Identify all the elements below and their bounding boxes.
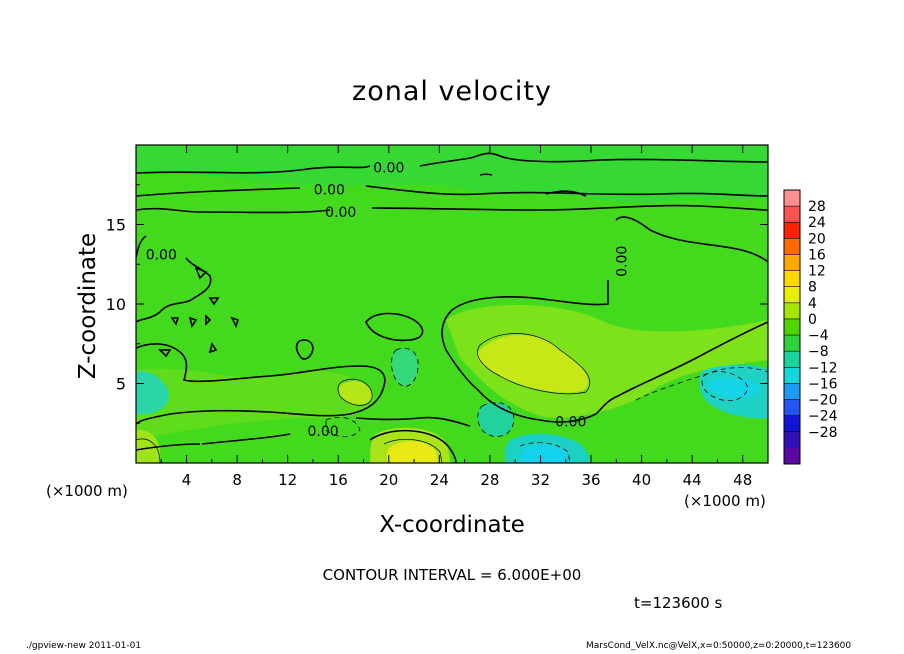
x-tick-label: 12: [278, 471, 297, 489]
x-tick-label: 4: [182, 471, 192, 489]
x-tick-label: 24: [430, 471, 449, 489]
zero-contours: [136, 152, 768, 463]
colorbar-swatch: [784, 286, 800, 304]
colorbar-swatch: [784, 431, 800, 449]
contour-labels: 0.00 0.00 0.00 0.00 0.00 0.00 0.00: [146, 160, 631, 440]
x-tick-label: 20: [379, 471, 398, 489]
positive-contours: [136, 333, 591, 463]
colorbar-swatch: [784, 399, 800, 416]
x-axis-label: X-coordinate: [379, 512, 525, 538]
footer-left: ./gpview-new 2011-01-01: [26, 641, 142, 651]
colorbar-swatch: [784, 190, 800, 207]
colorbar-swatch: [784, 270, 800, 288]
y-tick-label: 10: [106, 295, 126, 314]
x-tick-label: 40: [632, 471, 651, 489]
x-tick-label: 44: [683, 471, 702, 489]
x-tick-label: 16: [329, 471, 348, 489]
colorbar-label: −24: [808, 409, 838, 425]
colorbar-label: −4: [808, 328, 829, 344]
colorbar-swatch: [784, 302, 800, 320]
colorbar-swatch: [784, 222, 800, 239]
colorbar-label: 20: [808, 231, 826, 247]
time-label: t=123600 s: [634, 594, 723, 612]
colorbar-swatch: [784, 447, 800, 465]
colorbar-label: −12: [808, 360, 838, 376]
y-tick-label: 5: [116, 375, 126, 394]
contour-field: [136, 145, 768, 463]
colorbar-label: −20: [808, 393, 838, 409]
x-tick-label: 8: [232, 471, 242, 489]
colorbar-swatch: [784, 318, 800, 336]
contour-label: 0.00: [555, 415, 586, 431]
colorbar-frame: [783, 189, 801, 465]
footer-right: MarsCond_VelX.nc@VelX,x=0:50000,z=0:2000…: [586, 641, 852, 651]
colorbar-swatch: [784, 238, 800, 255]
colorbar-swatch: [784, 206, 800, 223]
colorbar-label: 12: [808, 264, 826, 280]
contour-label: 0.00: [325, 205, 356, 221]
x-tick-label: 32: [531, 471, 550, 489]
colorbar-label: 16: [808, 247, 826, 263]
y-axis: 5 10 15: [106, 184, 768, 424]
colorbar-label: −28: [808, 425, 838, 441]
x-tick-label: 28: [480, 471, 499, 489]
x-tick-label: 36: [581, 471, 600, 489]
colorbar-swatch: [784, 367, 800, 384]
colorbar-label: 8: [808, 280, 817, 296]
contour-interval: CONTOUR INTERVAL = 6.000E+00: [322, 566, 582, 584]
colorbar-swatch: [784, 335, 800, 352]
x-unit-label-right: (×1000 m): [684, 492, 766, 510]
contour-label: 0.00: [314, 183, 345, 199]
colorbar-swatch: [784, 351, 800, 368]
y-axis-label: Z-coordinate: [75, 232, 101, 380]
contour-label: 0.00: [146, 248, 177, 264]
x-axis: 4 8 12 16 20 24 28 32 36 40 44 48: [160, 145, 752, 489]
colorbar-swatch: [784, 415, 800, 433]
colorbar-label: 28: [808, 199, 826, 215]
x-tick-label: 48: [733, 471, 752, 489]
colorbar-swatch: [784, 383, 800, 400]
colorbar-label: 0: [808, 312, 817, 328]
chart-title: zonal velocity: [352, 76, 552, 107]
contour-label: 0.00: [307, 424, 338, 440]
colorbar-label: 4: [808, 296, 817, 312]
contour-label: 0.00: [373, 160, 404, 176]
contour-label: 0.00: [614, 246, 630, 277]
colorbar-label: −8: [808, 344, 829, 360]
y-tick-label: 15: [106, 216, 126, 235]
colorbar-swatch: [784, 254, 800, 271]
colorbar-label: −16: [808, 376, 838, 392]
colorbar-label: 24: [808, 215, 826, 231]
x-unit-label-left: (×1000 m): [46, 482, 128, 500]
negative-contours: [325, 347, 768, 463]
